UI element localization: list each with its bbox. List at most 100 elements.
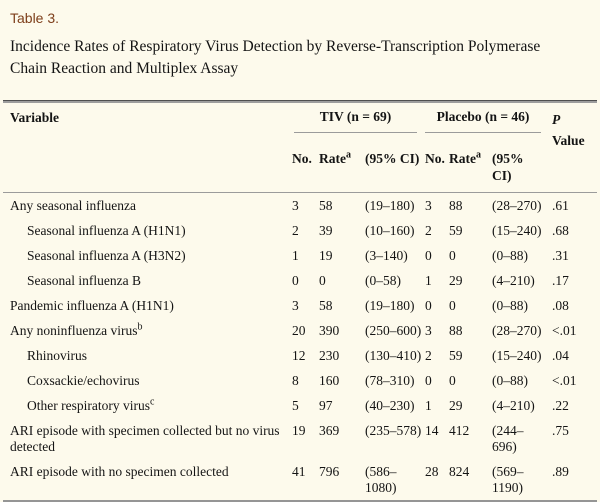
tiv-no-cell: 3	[292, 297, 299, 313]
table-row: Any noninfluenza virusb 20 390 (250–600)…	[3, 318, 597, 343]
placebo-no-cell: 14	[425, 422, 439, 438]
column-header-tiv-ci: (95% CI)	[365, 151, 420, 166]
placebo-rate-cell: 0	[449, 297, 456, 313]
column-header-placebo-ci: (95% CI)	[492, 151, 524, 183]
placebo-ci-cell: (0–88)	[492, 297, 529, 313]
placebo-ci-cell: (4–210)	[492, 397, 535, 413]
tiv-no-cell: 20	[292, 322, 306, 338]
placebo-no-cell: 0	[425, 372, 432, 388]
p-value-label-line1: P	[552, 112, 561, 127]
placebo-ci-cell: (28–270)	[492, 322, 542, 338]
placebo-no-cell: 0	[425, 297, 432, 313]
placebo-rate-cell: 59	[449, 222, 463, 238]
variable-cell: Rhinovirus	[27, 347, 88, 363]
tiv-no-cell: 41	[292, 463, 306, 479]
p-value-cell: .08	[552, 297, 569, 313]
placebo-rate-cell: 88	[449, 192, 493, 218]
placebo-no-cell: 2	[425, 347, 432, 363]
placebo-no-cell: 1	[425, 397, 432, 413]
placebo-no-cell: 3	[425, 192, 450, 218]
tiv-ci-cell: (130–410)	[365, 347, 422, 363]
incidence-table-wrapper: Variable TIV (n = 69) Placebo (n = 46) P…	[3, 100, 598, 502]
column-header-placebo-no: No.	[425, 151, 445, 166]
placebo-rate-cell: 29	[449, 272, 463, 288]
variable-cell: Other respiratory virusc	[27, 396, 155, 413]
tiv-rate-cell: 230	[319, 347, 340, 363]
tiv-no-cell: 1	[292, 247, 299, 263]
tiv-no-cell: 8	[292, 372, 299, 388]
placebo-group-label: Placebo (n = 46)	[436, 109, 530, 124]
tiv-ci-cell: (586–1080)	[365, 463, 397, 495]
table-row: ARI episode with specimen collected but …	[3, 418, 597, 459]
placebo-no-cell: 0	[425, 247, 432, 263]
placebo-no-cell: 1	[425, 272, 432, 288]
tiv-ci-cell: (235–578)	[365, 422, 422, 438]
table-row: ARI episode with no specimen collected 4…	[3, 459, 597, 501]
tiv-ci-cell: (19–180)	[365, 192, 426, 218]
placebo-ci-cell: (15–240)	[492, 347, 542, 363]
placebo-no-cell: 2	[425, 222, 432, 238]
variable-cell: Seasonal influenza A (H1N1)	[27, 222, 186, 238]
footnote-marker-a: a	[476, 149, 482, 161]
table-row: Pandemic influenza A (H1N1) 3 58 (19–180…	[3, 293, 597, 318]
footnote-marker-a: a	[346, 149, 351, 161]
table-title: Incidence Rates of Respiratory Virus Det…	[10, 38, 541, 77]
table-row: Seasonal influenza B 0 0 (0–58) 1 29 (4–…	[3, 268, 597, 293]
p-value-label-line2: Value	[552, 133, 585, 148]
column-header-tiv-rate: Ratea	[319, 149, 351, 166]
placebo-ci-cell: (244–696)	[492, 422, 524, 454]
tiv-ci-cell: (250–600)	[365, 322, 422, 338]
table-row: Other respiratory virusc 5 97 (40–230) 1…	[3, 393, 597, 418]
tiv-rate-cell: 58	[319, 297, 333, 313]
placebo-ci-cell: (15–240)	[492, 222, 542, 238]
tiv-rate-cell: 19	[319, 247, 333, 263]
placebo-rate-cell: 412	[449, 422, 470, 438]
column-header-variable: Variable	[10, 110, 60, 125]
tiv-ci-cell: (19–180)	[365, 297, 415, 313]
tiv-ci-cell: (78–310)	[365, 372, 415, 388]
p-value-cell: .17	[552, 272, 569, 288]
tiv-rate-cell: 0	[319, 272, 326, 288]
variable-cell: ARI episode with no specimen collected	[10, 463, 229, 479]
p-value-cell: .22	[552, 397, 569, 413]
placebo-rate-cell: 59	[449, 347, 463, 363]
placebo-ci-cell: (569–1190)	[492, 463, 524, 495]
tiv-group-label: TIV (n = 69)	[319, 109, 392, 124]
tiv-rate-cell: 160	[319, 372, 340, 388]
column-header-placebo-rate: Ratea	[449, 149, 482, 166]
table-row: Seasonal influenza A (H3N2) 1 19 (3–140)…	[3, 243, 597, 268]
p-value-cell: .75	[552, 422, 569, 438]
placebo-rate-cell: 29	[449, 397, 463, 413]
tiv-no-cell: 12	[292, 347, 306, 363]
footnote-marker-b: b	[137, 321, 143, 332]
p-value-cell: .68	[552, 222, 569, 238]
variable-cell: Coxsackie/echovirus	[27, 372, 140, 388]
table-row: Seasonal influenza A (H1N1) 2 39 (10–160…	[3, 218, 597, 243]
variable-cell: Any seasonal influenza	[3, 192, 292, 218]
tiv-no-cell: 3	[292, 192, 319, 218]
tiv-rate-cell: 97	[319, 397, 333, 413]
p-value-cell: .89	[552, 463, 569, 479]
footnote-marker-c: c	[149, 396, 155, 407]
p-value-cell: <.01	[552, 372, 577, 388]
column-group-placebo: Placebo (n = 46)	[425, 102, 545, 133]
tiv-no-cell: 2	[292, 222, 299, 238]
placebo-no-cell: 28	[425, 463, 439, 479]
p-value-cell: .31	[552, 247, 569, 263]
tiv-rate-cell: 58	[319, 192, 365, 218]
tiv-no-cell: 0	[292, 272, 299, 288]
header-sub-row: No. Ratea (95% CI) No. Ratea (95% CI)	[3, 133, 597, 193]
incidence-table: Variable TIV (n = 69) Placebo (n = 46) P…	[3, 101, 598, 502]
column-header-p-value: P Value	[545, 102, 597, 193]
column-header-tiv-no: No.	[292, 151, 312, 166]
tiv-rate-cell: 390	[319, 322, 340, 338]
placebo-rate-cell: 88	[449, 322, 463, 338]
placebo-ci-cell: (4–210)	[492, 272, 535, 288]
placebo-rate-cell: 0	[449, 372, 456, 388]
table-row: Any seasonal influenza 3 58 (19–180) 3 8…	[3, 192, 598, 218]
tiv-no-cell: 5	[292, 397, 299, 413]
tiv-rate-cell: 796	[319, 463, 340, 479]
variable-cell: Seasonal influenza B	[27, 272, 141, 288]
placebo-no-cell: 3	[425, 322, 432, 338]
